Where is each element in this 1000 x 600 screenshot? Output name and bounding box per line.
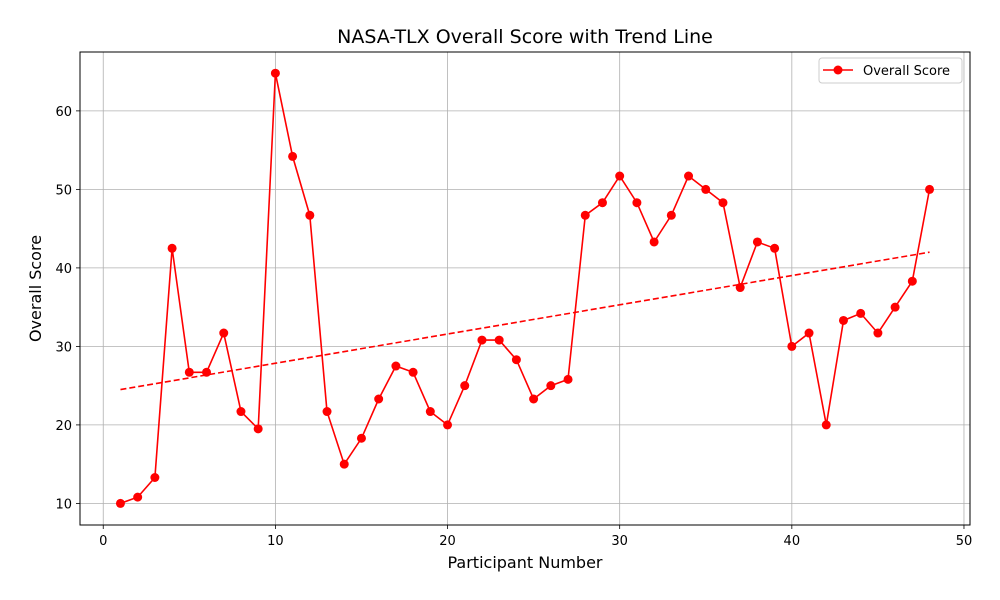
data-point xyxy=(752,237,762,247)
data-point xyxy=(322,407,332,417)
x-tick-label: 20 xyxy=(439,534,456,549)
data-point xyxy=(253,424,263,434)
legend-label: Overall Score xyxy=(863,64,950,79)
data-point xyxy=(374,394,384,404)
y-tick-label: 10 xyxy=(55,497,72,512)
data-point xyxy=(925,184,935,194)
data-point xyxy=(356,433,366,443)
legend-point-marker xyxy=(833,65,843,75)
data-point xyxy=(115,498,125,508)
data-point xyxy=(873,328,883,338)
y-tick-label: 40 xyxy=(55,262,72,277)
x-tick-label: 40 xyxy=(784,534,801,549)
data-point xyxy=(856,308,866,318)
data-point xyxy=(202,367,212,377)
data-point xyxy=(907,276,917,286)
data-point xyxy=(133,492,143,502)
data-point xyxy=(770,243,780,253)
data-point xyxy=(597,198,607,208)
data-point xyxy=(649,237,659,247)
data-point xyxy=(787,341,797,351)
data-point xyxy=(477,335,487,345)
data-point xyxy=(735,283,745,293)
data-point xyxy=(615,171,625,181)
data-point xyxy=(632,198,642,208)
trend-line xyxy=(120,251,930,391)
trend-line-group xyxy=(120,251,930,391)
data-point xyxy=(443,420,453,430)
data-point xyxy=(236,407,246,417)
data-point xyxy=(821,420,831,430)
data-point xyxy=(511,355,521,365)
data-point xyxy=(425,407,435,417)
y-tick-label: 30 xyxy=(55,340,72,355)
data-point xyxy=(494,335,504,345)
y-axis-title: Overall Score xyxy=(26,235,45,342)
data-point xyxy=(167,243,177,253)
x-tick-label: 50 xyxy=(956,534,973,549)
data-point xyxy=(580,210,590,220)
y-tick-label: 20 xyxy=(55,419,72,434)
series-group xyxy=(115,68,935,508)
data-point xyxy=(184,367,194,377)
x-tick-label: 10 xyxy=(267,534,284,549)
data-point xyxy=(701,184,711,194)
data-point xyxy=(391,361,401,371)
y-tick-label: 50 xyxy=(55,183,72,198)
data-point xyxy=(270,68,280,78)
legend: Overall Score xyxy=(818,57,963,84)
data-point xyxy=(890,302,900,312)
data-point xyxy=(718,198,728,208)
legend-box xyxy=(818,57,963,84)
data-point xyxy=(529,394,539,404)
data-point xyxy=(288,151,298,161)
x-tick-label: 0 xyxy=(99,534,107,549)
data-point xyxy=(546,381,556,391)
y-tick-label: 60 xyxy=(55,105,72,120)
x-axis-title: Participant Number xyxy=(447,553,602,572)
data-point xyxy=(305,210,315,220)
data-point xyxy=(339,459,349,469)
data-point xyxy=(219,328,229,338)
data-point xyxy=(666,210,676,220)
ticks: 0 10 20 30 40 50 10 20 30 40 50 60 xyxy=(55,105,972,549)
x-tick-label: 30 xyxy=(611,534,628,549)
data-point xyxy=(460,381,470,391)
chart-title: NASA-TLX Overall Score with Trend Line xyxy=(337,26,713,48)
data-point xyxy=(684,171,694,181)
data-point xyxy=(408,367,418,377)
grid xyxy=(80,52,970,525)
data-point xyxy=(804,328,814,338)
data-point xyxy=(838,315,848,325)
data-point xyxy=(563,374,573,384)
plot-frame xyxy=(79,51,971,526)
data-point xyxy=(150,473,160,483)
